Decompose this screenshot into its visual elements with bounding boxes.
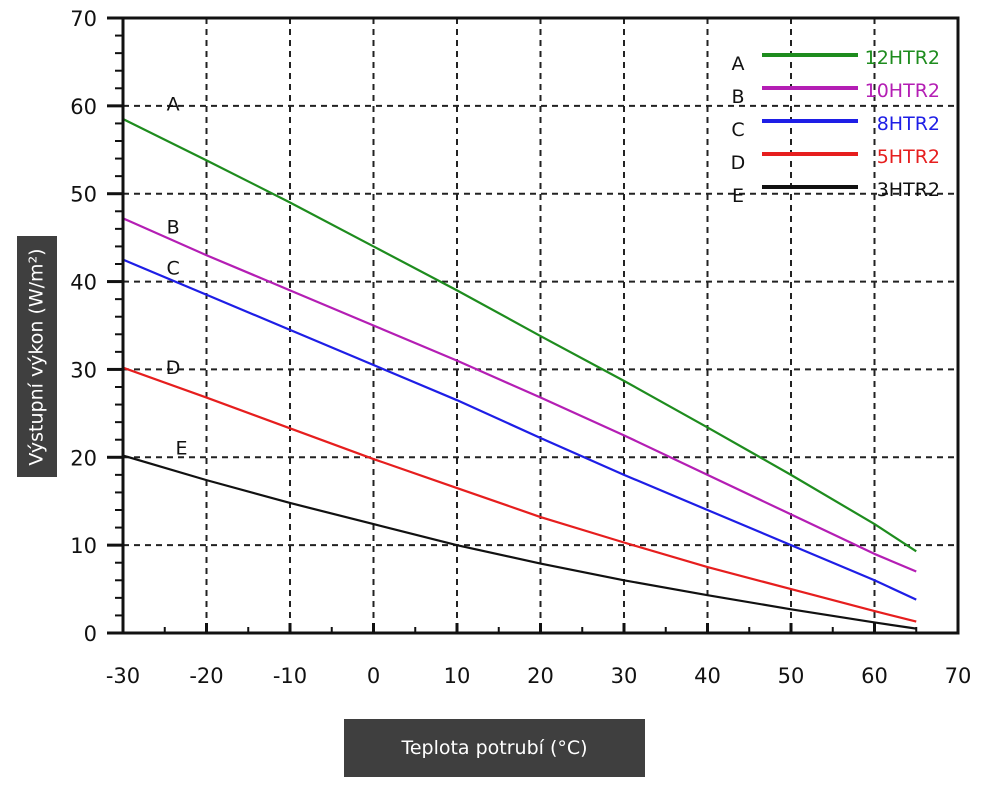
y-axis-title: Výstupní výkon (W/m²) — [26, 247, 49, 466]
x-tick-label: 20 — [527, 664, 554, 688]
tick-layer: -30 -20 -10 0 10 20 30 40 50 60 70 0 10 20 30 40 50 60 70 — [70, 7, 971, 688]
y-tick-label: 60 — [70, 95, 97, 119]
series-line-d — [122, 366, 917, 623]
x-axis-title: Teplota potrubí (°C) — [401, 737, 588, 759]
legend-letter-b: B — [731, 86, 744, 108]
series-layer — [122, 118, 917, 630]
x-tick-label: -10 — [273, 664, 307, 688]
x-tick-label: 40 — [694, 664, 721, 688]
legend-letter-a: A — [732, 53, 745, 75]
series-line-a — [122, 118, 917, 553]
series-line-c — [122, 258, 917, 601]
legend-name-e: 3HTR2 — [877, 179, 940, 201]
y-axis-title-box: Výstupní výkon (W/m²) — [17, 236, 57, 477]
legend-letter-c: C — [731, 119, 744, 141]
series-letter-layer: A BC D E — [166, 93, 188, 459]
y-tick-label: 50 — [70, 183, 97, 207]
series-line-e — [122, 454, 917, 630]
series-line-b — [122, 217, 917, 573]
legend-name-d: 5HTR2 — [877, 146, 940, 168]
series-letter-d: D — [166, 357, 181, 379]
x-tick-label: 50 — [778, 664, 805, 688]
legend-letter-d: D — [731, 152, 746, 174]
series-letter-b: B — [167, 216, 180, 238]
grid-layer — [123, 17, 958, 633]
y-tick-label: 20 — [70, 446, 97, 470]
x-tick-label: 30 — [611, 664, 638, 688]
series-letter-a: A — [167, 93, 180, 115]
x-tick-label: 70 — [945, 664, 972, 688]
y-tick-label: 40 — [70, 271, 97, 295]
legend-name-b: 10HTR2 — [865, 80, 940, 102]
x-tick-label: -20 — [189, 664, 223, 688]
y-tick-label: 0 — [84, 622, 97, 646]
x-tick-label: -30 — [106, 664, 140, 688]
legend-name-a: 12HTR2 — [865, 47, 940, 69]
x-tick-label: 60 — [861, 664, 888, 688]
series-letter-c: C — [166, 258, 179, 280]
legend-letter-e: E — [732, 185, 744, 207]
y-tick-label: 10 — [70, 534, 97, 558]
x-tick-label: 0 — [367, 664, 380, 688]
y-tick-label: 70 — [70, 7, 97, 31]
legend-name-c: 8HTR2 — [877, 113, 940, 135]
x-axis-title-box: Teplota potrubí (°C) — [344, 719, 645, 777]
y-tick-label: 30 — [70, 358, 97, 382]
legend: A 12HTR2 B 10HTR2 C 8HTR2 D 5HTR2 E 3HTR2 — [731, 47, 940, 207]
x-tick-label: 10 — [444, 664, 471, 688]
series-letter-e: E — [175, 438, 187, 460]
